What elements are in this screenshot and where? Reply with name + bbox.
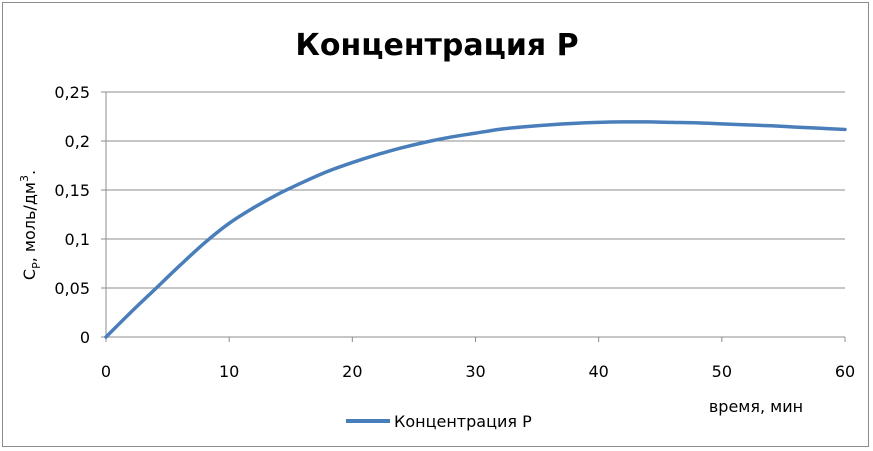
chart-frame <box>2 2 869 447</box>
x-tick-label: 50 <box>712 362 732 381</box>
y-tick-label: 0,05 <box>54 279 90 298</box>
y-tick-label: 0,25 <box>54 83 90 102</box>
x-tick-label: 40 <box>588 362 608 381</box>
y-tick-label: 0,15 <box>54 181 90 200</box>
x-tick-label: 10 <box>219 362 239 381</box>
x-tick-label: 20 <box>342 362 362 381</box>
legend: Концентрация P <box>346 412 532 431</box>
y-tick-labels: 0 0,05 0,1 0,15 0,2 0,25 <box>54 83 90 347</box>
y-tick-label: 0,2 <box>65 132 90 151</box>
x-tick-label: 0 <box>101 362 111 381</box>
chart-title: Концентрация P <box>295 28 578 63</box>
legend-label: Концентрация P <box>394 412 532 431</box>
y-axis-label: CP, моль/дм3. <box>18 170 43 280</box>
y-tick-label: 0 <box>80 328 90 347</box>
x-tick-label: 30 <box>465 362 485 381</box>
y-tick-label: 0,1 <box>65 230 90 249</box>
x-tick-label: 60 <box>835 362 855 381</box>
x-tick-labels: 0 10 20 30 40 50 60 <box>101 362 855 381</box>
gridlines <box>106 91 845 289</box>
axes <box>101 91 846 342</box>
series-line <box>104 120 847 339</box>
series-lines <box>104 120 847 339</box>
x-axis-label: время, мин <box>709 397 803 416</box>
